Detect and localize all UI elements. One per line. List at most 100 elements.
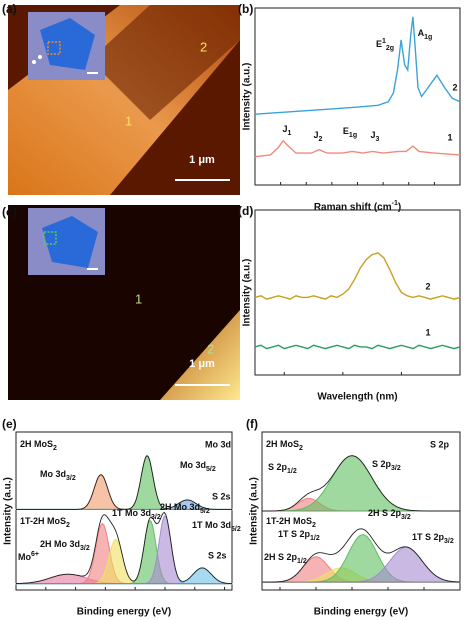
- annotation: 1: [447, 132, 452, 142]
- panel-label: (e): [2, 417, 17, 431]
- text-part: 1: [288, 130, 292, 137]
- panel-label: (b): [238, 2, 253, 16]
- text-part: 2H S 2p: [368, 508, 402, 518]
- annotation: S 2p: [430, 439, 450, 449]
- annotation: 1: [425, 327, 430, 337]
- text-part: -1: [392, 200, 398, 207]
- text-part: Mo 3d: [180, 460, 206, 470]
- text-part: 3/2: [391, 465, 401, 472]
- region-label: 2: [207, 341, 214, 356]
- annotation: 2H S 2p1/2: [264, 552, 307, 564]
- text-part: 1/2: [310, 535, 320, 542]
- annotation: 1T-2H MoS2: [20, 516, 70, 528]
- region-label: 1: [125, 113, 132, 128]
- text-part: 2: [312, 522, 316, 529]
- annotation: 2H MoS2: [20, 439, 57, 451]
- text-part: E: [376, 39, 382, 49]
- envelope: [262, 528, 461, 583]
- text-part: 1T Mo 3d: [192, 520, 231, 530]
- annotation: 2H Mo 3d3/2: [40, 539, 90, 551]
- text-part: 2: [53, 445, 57, 452]
- y-axis-label: Intensity (a.u.): [242, 63, 253, 131]
- annotation: A1g: [418, 28, 433, 40]
- region-label: 1: [135, 291, 142, 306]
- text-part: 3/2: [401, 514, 411, 521]
- text-part: 3/2: [444, 538, 454, 545]
- annotation: 2H MoS2: [266, 439, 303, 451]
- text-part: 2H MoS: [266, 439, 299, 449]
- annotation: Mo 3d3/2: [40, 469, 76, 481]
- text-part: 3/2: [151, 514, 161, 521]
- text-part: 1T S 2p: [412, 532, 445, 542]
- annotation: 2H Mo 3d5/2: [160, 502, 210, 514]
- annotation: E1g: [343, 126, 357, 138]
- panel-label: (f): [246, 417, 258, 431]
- envelope: [16, 455, 232, 510]
- text-part: S 2p: [268, 462, 288, 472]
- annotation: Mo6+: [18, 551, 39, 563]
- text-part: 5/2: [231, 526, 241, 533]
- panel-label: (a): [2, 2, 17, 16]
- x-axis-label: Binding energy (eV): [77, 607, 171, 618]
- annotation: 1T S 2p1/2: [278, 529, 320, 541]
- plot-frame: [15, 431, 233, 591]
- text-part: 1/2: [297, 558, 307, 565]
- text-part: A: [418, 28, 425, 38]
- text-part: 2: [299, 445, 303, 452]
- annotation: 1T-2H MoS2: [266, 516, 316, 528]
- scale-bar-label: 1 μm: [189, 358, 215, 370]
- annotation: S 2p3/2: [372, 459, 401, 471]
- spectrum-line: [254, 344, 461, 350]
- text-part: J: [371, 130, 376, 140]
- annotation: Mo 3d5/2: [180, 460, 216, 472]
- text-part: 3: [376, 136, 380, 143]
- text-part: 1g: [349, 132, 357, 139]
- envelope: [16, 512, 232, 585]
- text-part: 3/2: [80, 545, 90, 552]
- text-part: 2: [319, 136, 323, 143]
- annotation: 2H S 2p3/2: [368, 508, 411, 520]
- text-part: J: [314, 130, 319, 140]
- text-part: 1T-2H MoS: [266, 516, 312, 526]
- x-axis-label: Binding energy (eV): [314, 607, 408, 618]
- annotation: S 2s: [208, 550, 227, 560]
- text-part: 2H S 2p: [264, 552, 298, 562]
- x-axis-label: Wavelength (nm): [317, 392, 397, 403]
- plot-frame: [254, 209, 461, 376]
- afm-image-a: [8, 5, 240, 195]
- annotation: 2: [452, 82, 457, 92]
- text-part: 2H MoS: [20, 439, 53, 449]
- text-part: 2g: [386, 45, 394, 52]
- annotation: 1T S 2p3/2: [412, 532, 454, 544]
- text-part: 5/2: [206, 466, 216, 473]
- text-part: E: [343, 126, 349, 136]
- text-part: 2H Mo 3d: [40, 539, 80, 549]
- annotation: J1: [283, 124, 292, 136]
- annotation: J2: [314, 130, 323, 142]
- panel-label: (d): [238, 204, 253, 218]
- panel-label: (c): [2, 205, 17, 219]
- fit-peak: [262, 455, 460, 512]
- text-part: J: [283, 124, 288, 134]
- scale-bar-label: 1 μm: [189, 154, 215, 166]
- annotation: E12g: [376, 38, 394, 52]
- annotation: J3: [371, 130, 380, 142]
- annotation: 2: [425, 281, 430, 291]
- region-label: 2: [200, 39, 207, 54]
- annotation: S 2p1/2: [268, 462, 297, 474]
- text-part: 1T-2H MoS: [20, 516, 66, 526]
- text-part: 6+: [31, 551, 39, 558]
- y-axis-label: Intensity (a.u.): [242, 259, 253, 327]
- spectrum-line: [254, 139, 461, 158]
- annotation: 1T Mo 3d5/2: [192, 520, 241, 532]
- text-part: 1T S 2p: [278, 529, 311, 539]
- text-part: 5/2: [200, 508, 210, 515]
- y-axis-label: Intensity (a.u.): [249, 477, 260, 545]
- text-part: 2H Mo 3d: [160, 502, 200, 512]
- annotation: S 2s: [212, 491, 231, 501]
- text-part: Mo 3d: [40, 469, 66, 479]
- text-part: 1/2: [287, 468, 297, 475]
- text-part: ): [398, 202, 401, 213]
- annotation: 1T Mo 3d3/2: [112, 508, 161, 520]
